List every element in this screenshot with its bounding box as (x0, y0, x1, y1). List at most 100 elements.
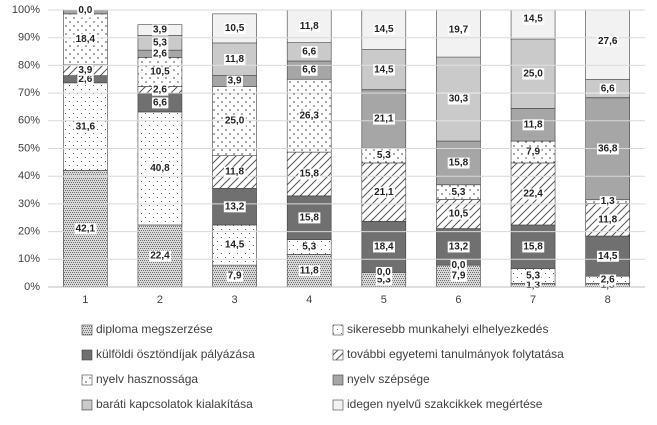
data-label-bg (522, 13, 545, 25)
data-label-bg (596, 35, 619, 47)
legend-label: nyelv hasznossága (96, 372, 198, 386)
data-label-bg (596, 250, 619, 262)
data-label-bg (522, 68, 545, 80)
data-label: 13,2 (449, 241, 469, 252)
data-label-bg (226, 75, 243, 87)
y-tick-label: 50% (18, 142, 40, 154)
data-label-bg (450, 186, 467, 198)
data-label: 0,0 (78, 5, 92, 16)
data-label: 21,1 (374, 114, 394, 125)
data-label-bg (298, 212, 321, 224)
plot-area (63, 10, 630, 287)
data-label: 40,8 (150, 163, 170, 174)
data-label: 11,8 (225, 167, 244, 178)
data-label-bg (301, 241, 318, 253)
data-label: 2,6 (153, 48, 167, 59)
data-label: 26,3 (299, 110, 319, 121)
data-label-bg (298, 265, 321, 277)
y-tick-label: 0% (24, 281, 40, 293)
data-label: 15,8 (299, 212, 319, 223)
data-label-bg (525, 270, 542, 282)
data-label: 14,5 (598, 251, 618, 262)
data-label: 22,4 (523, 189, 543, 200)
y-tick-label: 60% (18, 115, 40, 127)
data-label-bg (450, 270, 467, 282)
x-tick-label: 1 (82, 294, 88, 306)
y-tick-label: 70% (18, 87, 40, 99)
data-label: 14,5 (225, 240, 245, 251)
data-label: 14,5 (374, 24, 394, 35)
x-tick-label: 6 (455, 294, 461, 306)
y-tick-label: 20% (18, 226, 40, 238)
y-tick-label: 90% (18, 32, 40, 44)
data-label-bg (77, 73, 94, 85)
data-label: 11,8 (225, 54, 244, 65)
data-label: 1,3 (601, 196, 615, 207)
data-label-bg (375, 150, 393, 162)
data-label: 22,4 (150, 251, 170, 262)
data-label: 25,0 (523, 68, 543, 79)
data-label: 14,5 (374, 64, 394, 75)
data-label: 1,3 (526, 280, 540, 291)
data-label-bg (223, 115, 246, 127)
y-tick-label: 100% (12, 4, 40, 16)
data-label: 2,6 (153, 85, 167, 96)
data-label-bg (226, 270, 243, 282)
data-label: 11,8 (598, 214, 617, 225)
data-label: 11,8 (524, 119, 543, 130)
data-label-bg (151, 24, 169, 36)
data-label: 30,3 (449, 94, 469, 105)
data-label-bg (149, 250, 172, 262)
data-label-bg (301, 46, 318, 58)
data-label: 0,0 (451, 260, 465, 271)
data-label: 2,6 (601, 274, 615, 285)
data-label-bg (375, 266, 393, 278)
data-label-bg (224, 53, 246, 65)
data-label-bg (447, 241, 470, 253)
data-label-bg (224, 166, 246, 178)
data-label: 18,4 (76, 34, 96, 45)
data-label: 5,3 (377, 274, 391, 285)
data-label-bg (596, 143, 619, 155)
data-label: 21,1 (374, 187, 394, 198)
data-label: 5,3 (451, 187, 465, 198)
data-label: 18,4 (374, 241, 394, 252)
data-label-bg (151, 84, 169, 96)
legend-swatch (332, 349, 344, 361)
data-label-bg (301, 64, 318, 76)
data-label-bg (74, 121, 97, 133)
data-label-bg (375, 274, 393, 286)
data-label: 27,6 (598, 36, 618, 47)
data-label-bg (298, 20, 321, 32)
data-label: 5,3 (377, 150, 391, 161)
data-label-bg (373, 24, 395, 36)
legend-label: nyelv szépsége (347, 372, 430, 386)
y-tick-label: 80% (18, 59, 40, 71)
legend-swatch (332, 324, 344, 336)
data-label: 31,6 (76, 121, 96, 132)
data-label: 15,8 (299, 169, 319, 180)
data-label-bg (298, 110, 321, 122)
data-label-bg (74, 223, 97, 235)
data-label-bg (447, 157, 470, 169)
data-label: 11,8 (300, 21, 319, 32)
data-label: 10,5 (150, 67, 170, 78)
data-label-bg (447, 208, 470, 220)
bar-segment (286, 151, 332, 197)
data-label-bg (525, 279, 542, 291)
legend-label: diploma megszerzése (96, 322, 213, 336)
data-label: 2,6 (78, 74, 92, 85)
legend-label: idegen nyelvű szakcikkek megértése (347, 397, 543, 411)
data-label-bg (522, 119, 544, 131)
data-label-bg (599, 274, 617, 286)
data-label: 3,9 (78, 65, 92, 76)
data-label-bg (74, 34, 97, 46)
data-label-bg (373, 241, 395, 253)
data-label: 5,3 (153, 37, 167, 48)
data-label-bg (373, 64, 395, 76)
data-label-bg (223, 239, 246, 251)
legend-swatch (81, 399, 93, 411)
legend-swatch (81, 374, 93, 386)
x-tick-label: 8 (605, 294, 611, 306)
